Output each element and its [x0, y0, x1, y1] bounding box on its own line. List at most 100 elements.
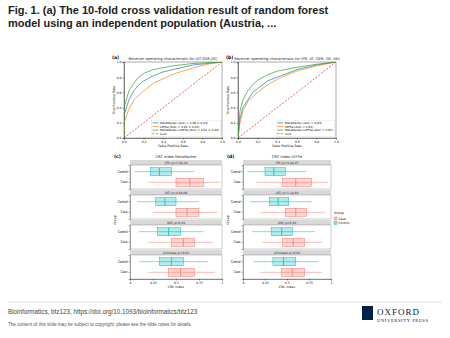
- tick: 0.2: [231, 121, 238, 125]
- facet-title: (Chinese) p=0.04: [274, 251, 300, 255]
- tick-mark: [237, 138, 239, 139]
- legend-entry: MetaMarker+LEFSe (AUC = 0.87): [285, 128, 333, 132]
- tick: Case: [120, 270, 130, 274]
- facet-frame: [243, 255, 331, 279]
- tick-label: Case: [120, 270, 127, 274]
- box-body: [285, 208, 306, 216]
- axis-line: [129, 196, 131, 220]
- facet-title: (AT) p=1.1e-04: [276, 191, 299, 195]
- tick-mark: [129, 242, 131, 243]
- tick: 1: [222, 279, 224, 285]
- axis-line: [237, 63, 239, 139]
- tick-label: 1: [331, 281, 333, 285]
- tick-label: 0.4: [117, 106, 122, 110]
- box-body: [150, 168, 171, 176]
- slide: Fig. 1. (a) The 10-fold cross validation…: [0, 0, 450, 338]
- axis-line: [242, 226, 244, 250]
- axis: ControlCase: [231, 166, 244, 190]
- facet-title: (AT) p=4.6e-06: [165, 191, 188, 195]
- tick-label: Control: [118, 230, 128, 234]
- tick-mark: [123, 92, 125, 93]
- tick-label: 0.0: [231, 136, 236, 140]
- grid-line: [222, 225, 223, 249]
- tick-label: 0.25: [262, 281, 269, 285]
- facet-strip: [243, 220, 331, 225]
- tick-mark: [129, 231, 131, 232]
- tick: Case: [233, 240, 243, 244]
- roc-curve: [238, 62, 336, 138]
- logo-text: UNIVERSITY PRESS: [377, 318, 429, 323]
- tick-mark: [242, 231, 244, 232]
- axis-line: [242, 166, 244, 190]
- tick-mark: [123, 123, 125, 124]
- legend-swatch: [277, 122, 283, 123]
- roc-curve: [124, 62, 222, 138]
- panel: (FR) p=3.2e-07ControlCase(AT) p=1.1e-04C…: [226, 154, 350, 289]
- grid-line: [222, 255, 223, 279]
- facet-title: (FR) p=3.2e-07: [275, 161, 298, 165]
- slide-title: Fig. 1. (a) The 10-fold cross validation…: [8, 4, 329, 16]
- panel-label: (b): [226, 55, 233, 60]
- plot-area: [252, 228, 322, 247]
- tick-label: 0.4: [231, 106, 236, 110]
- panel: (FR) p=1.5e-10ControlCase(AT) p=4.6e-06C…: [113, 154, 224, 289]
- tick-label: 0.8: [315, 140, 320, 144]
- axis-title: False Positive Rate: [272, 144, 302, 148]
- facet-frame: [130, 225, 222, 249]
- tick-mark: [242, 242, 244, 243]
- tick-label: 1.0: [231, 60, 236, 64]
- axis-title: True Positive Rate: [112, 86, 116, 115]
- grid-line: [309, 195, 310, 219]
- axis: 00.250.50.751: [243, 279, 333, 285]
- tick-label: 0.8: [117, 76, 122, 80]
- tick: 1.0: [334, 138, 339, 144]
- panel-label: (a): [112, 55, 119, 60]
- box-median: [164, 198, 165, 206]
- grid-line: [265, 255, 266, 279]
- panel-label: (d): [227, 154, 234, 159]
- chart-title: Receiver operating characteristic for (A…: [129, 57, 219, 61]
- panel: 0.00.20.40.60.81.00.00.20.40.60.81.0Rece…: [112, 55, 225, 148]
- tick: 0.4: [231, 106, 238, 110]
- box-median: [278, 198, 279, 206]
- tick-mark: [237, 92, 239, 93]
- tick-mark: [129, 261, 131, 262]
- facet-strip: [130, 190, 222, 195]
- tick-mark: [123, 108, 125, 109]
- tick-mark: [242, 272, 244, 273]
- tick: Control: [231, 170, 243, 174]
- tick-label: Control: [231, 200, 241, 204]
- tick-mark: [237, 77, 239, 78]
- plot-area: [238, 62, 336, 138]
- tick-label: 0.2: [256, 140, 261, 144]
- tick: 0.25: [262, 279, 269, 285]
- tick: 0.6: [181, 138, 186, 144]
- grid-line: [309, 255, 310, 279]
- box-median: [183, 238, 184, 246]
- legend-entry: Luck: [285, 132, 292, 136]
- tick: Control: [231, 260, 243, 264]
- plot-frame: [124, 62, 222, 138]
- tick-mark: [123, 77, 125, 78]
- tick: 0.5: [174, 279, 179, 285]
- tick-label: Case: [120, 180, 127, 184]
- box-body: [169, 268, 195, 276]
- tick-mark: [242, 201, 244, 202]
- facet-title: (DE) p=0.02: [278, 221, 297, 225]
- legend-swatch: [277, 126, 283, 127]
- box-median: [171, 258, 172, 266]
- logo-text: OXFORD: [377, 307, 420, 317]
- tick-label: 0.8: [201, 140, 206, 144]
- tick: 0.75: [196, 279, 203, 285]
- tick-mark: [237, 108, 239, 109]
- tick: 0.75: [306, 279, 313, 285]
- box-body: [159, 258, 183, 266]
- tick: 0.4: [117, 106, 124, 110]
- tick: Control: [118, 200, 130, 204]
- tick: Case: [120, 210, 130, 214]
- legend-swatch: [277, 133, 283, 134]
- facet-frame: [130, 165, 222, 189]
- legend-swatch: [277, 130, 283, 131]
- grid-line: [265, 195, 266, 219]
- tick-label: 0.2: [117, 121, 122, 125]
